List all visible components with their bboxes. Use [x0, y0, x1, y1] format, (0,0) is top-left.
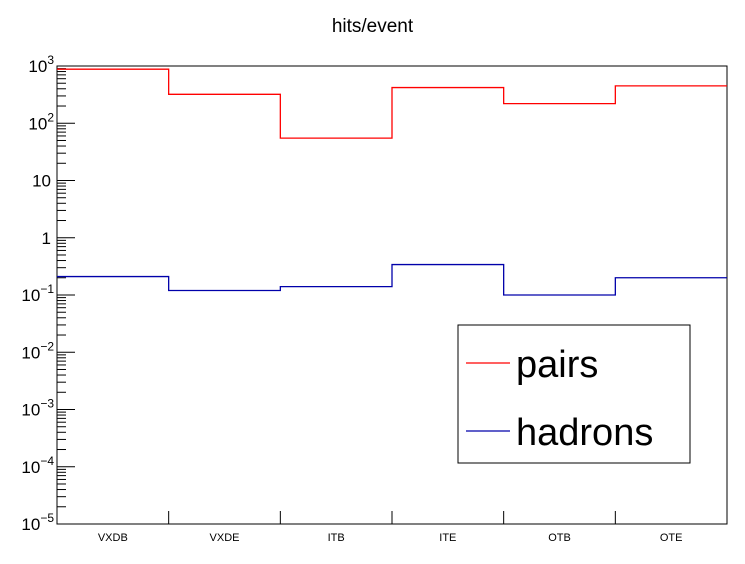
x-tick-label: VXDB: [98, 532, 128, 544]
x-tick-label: ITB: [328, 532, 345, 544]
series-line-hadrons: [57, 263, 727, 296]
y-tick-label: 1: [42, 229, 51, 248]
x-tick-label: OTE: [660, 532, 683, 544]
series-line-pairs: [57, 68, 727, 139]
y-tick-label: 102: [28, 110, 54, 133]
legend-label: pairs: [516, 344, 598, 386]
y-tick-label: 103: [28, 53, 54, 76]
x-ticks: [168, 511, 616, 524]
y-major-ticks: [57, 65, 75, 525]
y-tick-label: 10−5: [21, 511, 54, 534]
y-tick-label: 10−1: [21, 282, 54, 305]
x-tick-label: ITE: [439, 532, 456, 544]
y-tick-label: 10−4: [21, 454, 54, 477]
x-tick-labels: VXDB VXDE ITB ITE OTB OTE: [98, 532, 683, 544]
y-tick-label: 10−2: [21, 339, 54, 362]
legend-box: [457, 324, 691, 464]
y-tick-label: 10: [32, 172, 51, 191]
legend: pairs hadrons: [457, 324, 691, 464]
x-tick-label: OTB: [548, 532, 571, 544]
chart-title: hits/event: [331, 16, 414, 37]
y-tick-label: 10−3: [21, 397, 54, 420]
legend-label: hadrons: [516, 412, 653, 454]
x-tick-label: VXDE: [210, 532, 240, 544]
series-lines: [57, 68, 727, 296]
y-minor-ticks: [57, 68, 66, 508]
